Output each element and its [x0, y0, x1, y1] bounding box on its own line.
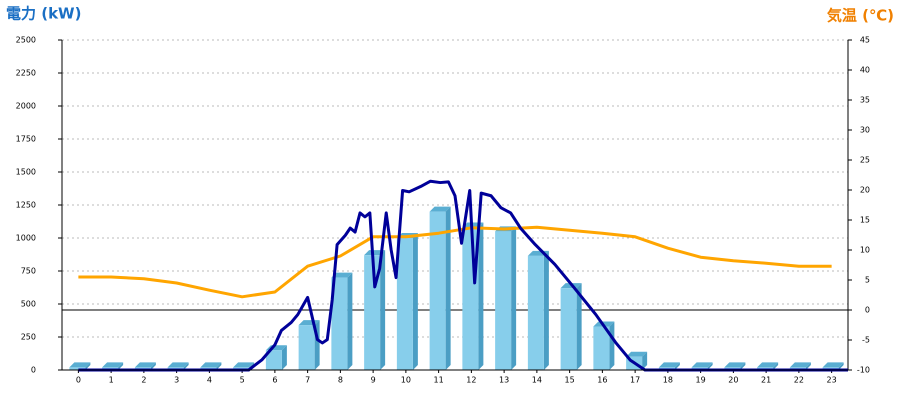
- y2-tick-label: 5: [865, 276, 870, 285]
- y-tick-label: 500: [21, 300, 36, 309]
- y-tick-label: 1750: [16, 135, 36, 144]
- x-tick-label: 15: [565, 376, 575, 385]
- bar-side: [445, 206, 451, 370]
- bar-side: [478, 222, 484, 370]
- y2-tick-label: 25: [860, 156, 870, 165]
- x-tick-label: 6: [272, 376, 277, 385]
- bar: [69, 367, 86, 370]
- bar-top: [429, 206, 451, 212]
- x-tick-label: 13: [499, 376, 509, 385]
- bar-side: [412, 233, 418, 370]
- y-tick-label: 1000: [16, 234, 36, 243]
- y-tick-label: 250: [21, 333, 36, 342]
- bar-top: [69, 362, 91, 368]
- y2-tick-label: 35: [860, 96, 870, 105]
- temperature-line: [78, 225, 832, 299]
- bar-top: [822, 362, 844, 368]
- x-tick-label: 17: [630, 376, 640, 385]
- bar-side: [707, 362, 713, 370]
- bar: [495, 231, 512, 370]
- y2-tick-label: 45: [860, 36, 870, 45]
- y2-tick-label: 20: [860, 186, 870, 195]
- bar-top: [626, 351, 648, 357]
- x-tick-label: 12: [466, 376, 476, 385]
- x-tick-label: 7: [305, 376, 310, 385]
- bar-top: [789, 362, 811, 368]
- bar-side: [740, 362, 746, 370]
- bar-top: [134, 362, 156, 368]
- bar: [396, 238, 413, 370]
- x-tick-label: 19: [696, 376, 706, 385]
- y2-tick-label: 10: [860, 246, 870, 255]
- bar-side: [674, 362, 680, 370]
- power-line: [78, 179, 848, 372]
- bar: [527, 255, 544, 370]
- y-tick-label: 2250: [16, 69, 36, 78]
- bar-side: [576, 283, 582, 370]
- x-tick-label: 22: [794, 376, 804, 385]
- y-tick-label: 750: [21, 267, 36, 276]
- x-tick-label: 10: [401, 376, 411, 385]
- bar-side: [838, 362, 844, 370]
- bar: [560, 288, 577, 370]
- y2-tick-label: 40: [860, 66, 870, 75]
- bar-side: [216, 362, 222, 370]
- bar-side: [543, 250, 549, 370]
- y-tick-label: 0: [31, 366, 36, 375]
- bar: [331, 277, 348, 370]
- bar-side: [150, 362, 156, 370]
- bar-side: [511, 226, 517, 370]
- bar-top: [102, 362, 124, 368]
- bar-top: [691, 362, 713, 368]
- x-tick-label: 2: [141, 376, 146, 385]
- bar-side: [85, 362, 91, 370]
- x-tick-label: 0: [76, 376, 81, 385]
- bar-top: [167, 362, 189, 368]
- y-tick-label: 1250: [16, 201, 36, 210]
- bar-top: [724, 362, 746, 368]
- bar-side: [281, 345, 287, 370]
- x-tick-label: 4: [207, 376, 212, 385]
- y-tick-label: 2500: [16, 36, 36, 45]
- bar-top: [331, 272, 353, 278]
- x-tick-label: 23: [827, 376, 837, 385]
- x-tick-label: 11: [434, 376, 444, 385]
- bar-top: [233, 362, 255, 368]
- x-tick-label: 14: [532, 376, 542, 385]
- y2-tick-label: 15: [860, 216, 870, 225]
- x-tick-label: 5: [240, 376, 245, 385]
- x-tick-label: 9: [371, 376, 376, 385]
- bar-side: [380, 250, 386, 370]
- bar: [429, 211, 446, 370]
- bar-top: [757, 362, 779, 368]
- x-tick-label: 21: [761, 376, 771, 385]
- x-tick-label: 18: [663, 376, 673, 385]
- bar: [298, 325, 315, 370]
- bar-side: [609, 321, 615, 370]
- bar-side: [773, 362, 779, 370]
- bar-side: [805, 362, 811, 370]
- bar-top: [658, 362, 680, 368]
- x-tick-label: 16: [597, 376, 607, 385]
- x-tick-label: 3: [174, 376, 179, 385]
- y-axis-title: 電力 (kW): [6, 5, 81, 23]
- y2-axis-title: 気温 (℃): [827, 7, 894, 25]
- bar-side: [183, 362, 189, 370]
- y-tick-label: 1500: [16, 168, 36, 177]
- x-tick-label: 1: [109, 376, 114, 385]
- bar-side: [642, 351, 648, 370]
- bar: [265, 350, 282, 370]
- x-tick-label: 20: [728, 376, 738, 385]
- bar-top: [200, 362, 222, 368]
- bar: [593, 326, 610, 370]
- bar-side: [347, 272, 353, 370]
- y2-tick-label: 0: [865, 306, 870, 315]
- bar-side: [118, 362, 124, 370]
- x-tick-label: 8: [338, 376, 343, 385]
- y2-tick-label: 30: [860, 126, 870, 135]
- y2-tick-label: -10: [857, 366, 870, 375]
- y2-tick-label: -5: [862, 336, 870, 345]
- y-tick-label: 2000: [16, 102, 36, 111]
